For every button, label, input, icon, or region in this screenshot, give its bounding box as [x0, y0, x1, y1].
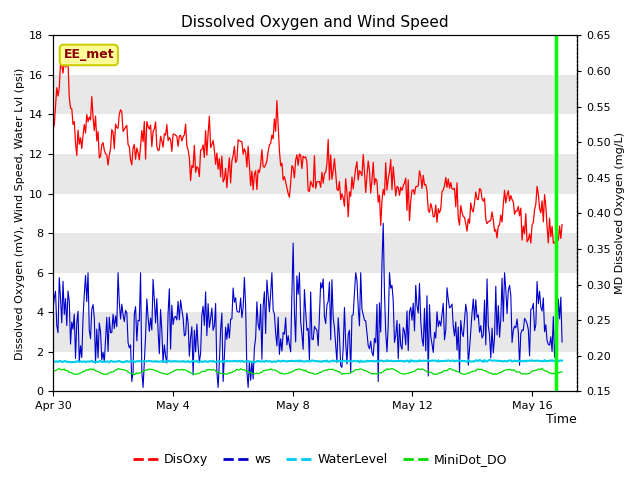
Bar [53, 75, 577, 114]
Title: Dissolved Oxygen and Wind Speed: Dissolved Oxygen and Wind Speed [181, 15, 449, 30]
Bar [53, 154, 577, 193]
X-axis label: Time: Time [547, 413, 577, 426]
Text: EE_met: EE_met [63, 48, 114, 61]
Y-axis label: Dissolved Oxygen (mV), Wind Speed, Water Lvl (psi): Dissolved Oxygen (mV), Wind Speed, Water… [15, 67, 25, 360]
Y-axis label: MD Dissolved Oxygen (mg/L): MD Dissolved Oxygen (mg/L) [615, 132, 625, 294]
Bar [53, 312, 577, 352]
Legend: DisOxy, ws, WaterLevel, MiniDot_DO: DisOxy, ws, WaterLevel, MiniDot_DO [127, 448, 513, 471]
Bar [53, 233, 577, 273]
